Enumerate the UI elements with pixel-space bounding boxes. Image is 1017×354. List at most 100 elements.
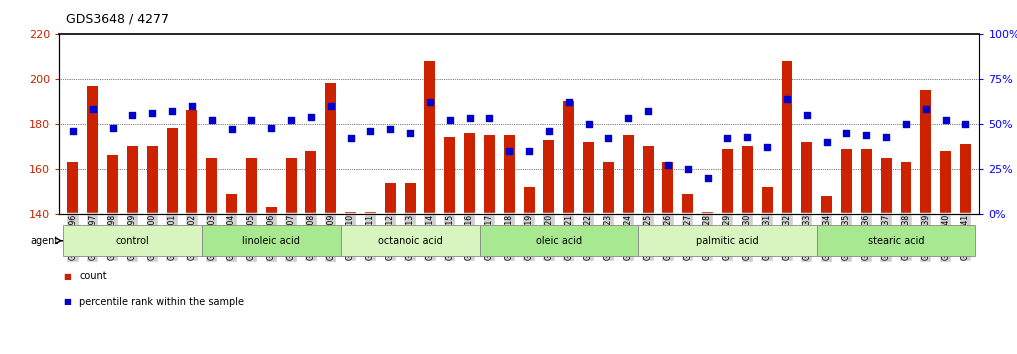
Text: GSM525226: GSM525226	[663, 214, 672, 260]
Text: GSM525218: GSM525218	[504, 214, 514, 260]
Bar	[583, 142, 594, 214]
Point	[184, 103, 200, 109]
Point	[343, 136, 359, 141]
Text: GSM525229: GSM525229	[723, 214, 732, 260]
Text: GSM525215: GSM525215	[445, 214, 455, 260]
Bar	[167, 129, 178, 214]
Point	[660, 162, 676, 168]
Point	[105, 125, 121, 130]
Text: GSM525197: GSM525197	[88, 214, 98, 261]
Bar	[900, 162, 911, 214]
Bar	[286, 158, 297, 214]
Point	[759, 144, 775, 150]
Text: GSM525233: GSM525233	[802, 214, 812, 261]
Point	[838, 130, 854, 136]
Bar	[821, 196, 832, 214]
Bar	[702, 212, 713, 214]
Point	[581, 121, 597, 127]
Text: count: count	[79, 271, 107, 281]
Point	[382, 126, 399, 132]
Text: GSM525238: GSM525238	[901, 214, 910, 260]
Point	[144, 110, 161, 116]
Text: ■: ■	[63, 297, 71, 306]
Text: stearic acid: stearic acid	[868, 236, 924, 246]
Text: GSM525223: GSM525223	[604, 214, 613, 260]
Text: percentile rank within the sample: percentile rank within the sample	[79, 297, 244, 307]
Point	[84, 107, 101, 112]
Bar	[345, 212, 356, 214]
Text: GDS3648 / 4277: GDS3648 / 4277	[66, 12, 169, 25]
Point	[203, 118, 220, 123]
Point	[481, 116, 497, 121]
Bar	[206, 158, 218, 214]
Bar	[643, 147, 654, 214]
Point	[263, 125, 280, 130]
Text: GSM525236: GSM525236	[861, 214, 871, 261]
Text: GSM525231: GSM525231	[763, 214, 772, 260]
Text: GSM525210: GSM525210	[346, 214, 355, 260]
Text: GSM525239: GSM525239	[921, 214, 931, 261]
Bar	[841, 149, 852, 214]
Bar	[682, 194, 694, 214]
Text: GSM525224: GSM525224	[623, 214, 633, 260]
Point	[402, 130, 418, 136]
Point	[322, 103, 339, 109]
Point	[65, 128, 81, 134]
Bar	[325, 83, 337, 214]
Bar	[384, 183, 396, 214]
Point	[957, 121, 973, 127]
Text: GSM525217: GSM525217	[485, 214, 494, 260]
Text: GSM525222: GSM525222	[584, 214, 593, 260]
Text: GSM525219: GSM525219	[525, 214, 534, 260]
Bar	[186, 110, 197, 214]
Point	[878, 134, 894, 139]
Point	[560, 99, 577, 105]
Point	[779, 96, 795, 102]
Bar	[603, 162, 614, 214]
Point	[303, 114, 319, 120]
Bar	[127, 147, 138, 214]
Point	[938, 118, 954, 123]
Bar	[464, 133, 475, 214]
Bar	[305, 151, 316, 214]
Text: GSM525225: GSM525225	[644, 214, 653, 260]
Point	[462, 116, 478, 121]
FancyBboxPatch shape	[639, 225, 817, 256]
Bar	[860, 149, 872, 214]
Text: GSM525198: GSM525198	[108, 214, 117, 260]
Point	[819, 139, 835, 145]
Point	[224, 126, 240, 132]
Point	[679, 166, 696, 172]
Bar	[543, 140, 554, 214]
Point	[541, 128, 557, 134]
Point	[243, 118, 259, 123]
Point	[501, 148, 518, 154]
Text: GSM525212: GSM525212	[385, 214, 395, 260]
Bar	[741, 147, 753, 214]
Point	[858, 132, 875, 138]
Text: GSM525203: GSM525203	[207, 214, 217, 261]
Point	[521, 148, 537, 154]
FancyBboxPatch shape	[341, 225, 479, 256]
Bar	[781, 61, 792, 214]
Text: GSM525213: GSM525213	[406, 214, 415, 260]
Text: GSM525240: GSM525240	[941, 214, 950, 261]
FancyBboxPatch shape	[817, 225, 975, 256]
Text: GSM525228: GSM525228	[703, 214, 712, 260]
Bar	[365, 212, 376, 214]
Point	[917, 107, 934, 112]
Text: ■: ■	[63, 272, 71, 281]
Point	[719, 136, 735, 141]
Bar	[503, 135, 515, 214]
Bar	[524, 187, 535, 214]
Bar	[146, 147, 158, 214]
Text: GSM525216: GSM525216	[465, 214, 474, 260]
Bar	[226, 194, 237, 214]
FancyBboxPatch shape	[63, 225, 201, 256]
Text: GSM525196: GSM525196	[68, 214, 77, 261]
FancyBboxPatch shape	[479, 225, 639, 256]
Text: GSM525204: GSM525204	[227, 214, 236, 261]
Bar	[940, 151, 951, 214]
Text: oleic acid: oleic acid	[536, 236, 582, 246]
Bar	[563, 101, 575, 214]
